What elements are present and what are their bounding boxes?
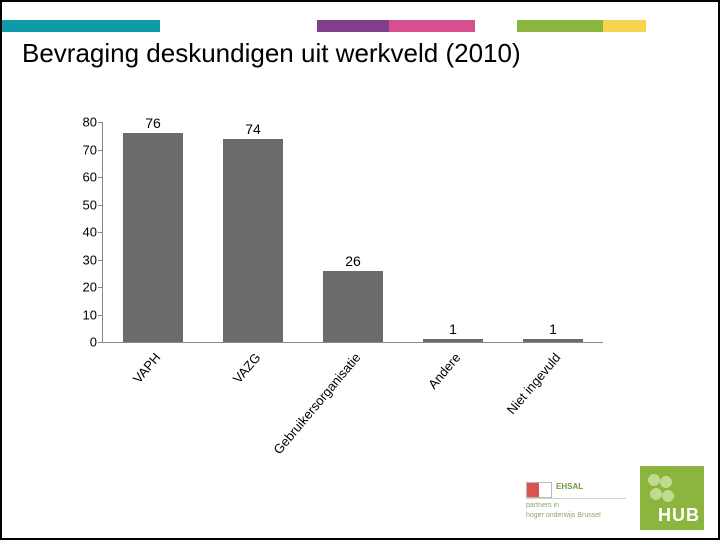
color-bar-segment <box>160 20 318 32</box>
bar <box>123 133 183 342</box>
decorative-color-bar <box>2 20 718 32</box>
x-axis-label: Niet ingevuld <box>517 344 587 454</box>
slide-frame: Bevraging deskundigen uit werkveld (2010… <box>0 0 720 540</box>
hub-logo: HUB <box>640 466 704 530</box>
ehsal-text: EHSAL <box>556 482 583 491</box>
x-axis-label: VAPH <box>117 344 187 454</box>
x-axis-label: Gebruikersorganisatie <box>317 344 387 454</box>
chart-plot-area: 76742611 01020304050607080 <box>102 122 603 343</box>
bar-value-label: 1 <box>518 321 588 339</box>
ehsal-sub1: partners in <box>526 502 559 509</box>
bar-value-label: 74 <box>218 121 288 139</box>
bar <box>323 271 383 343</box>
color-bar-segment <box>389 20 475 32</box>
color-bar-segment <box>603 20 646 32</box>
chart-x-axis-labels: VAPH VAZG Gebruikersorganisatie Andere Niet … <box>102 344 602 454</box>
hub-text: HUB <box>658 505 700 526</box>
bar-value-label: 1 <box>418 321 488 339</box>
bar-value-label: 76 <box>118 115 188 133</box>
bar-slot: 26 <box>318 271 388 343</box>
ehsal-sub2: hoger onderwijs Brussel <box>526 512 601 519</box>
footer-logos: EHSAL partners in hoger onderwijs Brusse… <box>524 466 704 530</box>
ehsal-partner-logo: EHSAL partners in hoger onderwijs Brusse… <box>524 480 634 530</box>
page-title: Bevraging deskundigen uit werkveld (2010… <box>22 38 718 69</box>
color-bar-segment <box>646 20 718 32</box>
bar-slot: 76 <box>118 133 188 342</box>
bar <box>523 339 583 342</box>
bar-slot: 74 <box>218 139 288 343</box>
color-bar-segment <box>317 20 389 32</box>
bar-slot: 1 <box>518 339 588 342</box>
color-bar-segment <box>2 20 160 32</box>
bar <box>223 139 283 343</box>
chart-bars-group: 76742611 <box>103 122 603 342</box>
color-bar-segment <box>475 20 518 32</box>
bar-value-label: 26 <box>318 253 388 271</box>
bar-chart: 76742611 01020304050607080 VAPHVAZGGebru… <box>62 122 622 422</box>
x-axis-label: VAZG <box>217 344 287 454</box>
bar <box>423 339 483 342</box>
color-bar-segment <box>517 20 603 32</box>
x-axis-label: Andere <box>417 344 487 454</box>
bar-slot: 1 <box>418 339 488 342</box>
